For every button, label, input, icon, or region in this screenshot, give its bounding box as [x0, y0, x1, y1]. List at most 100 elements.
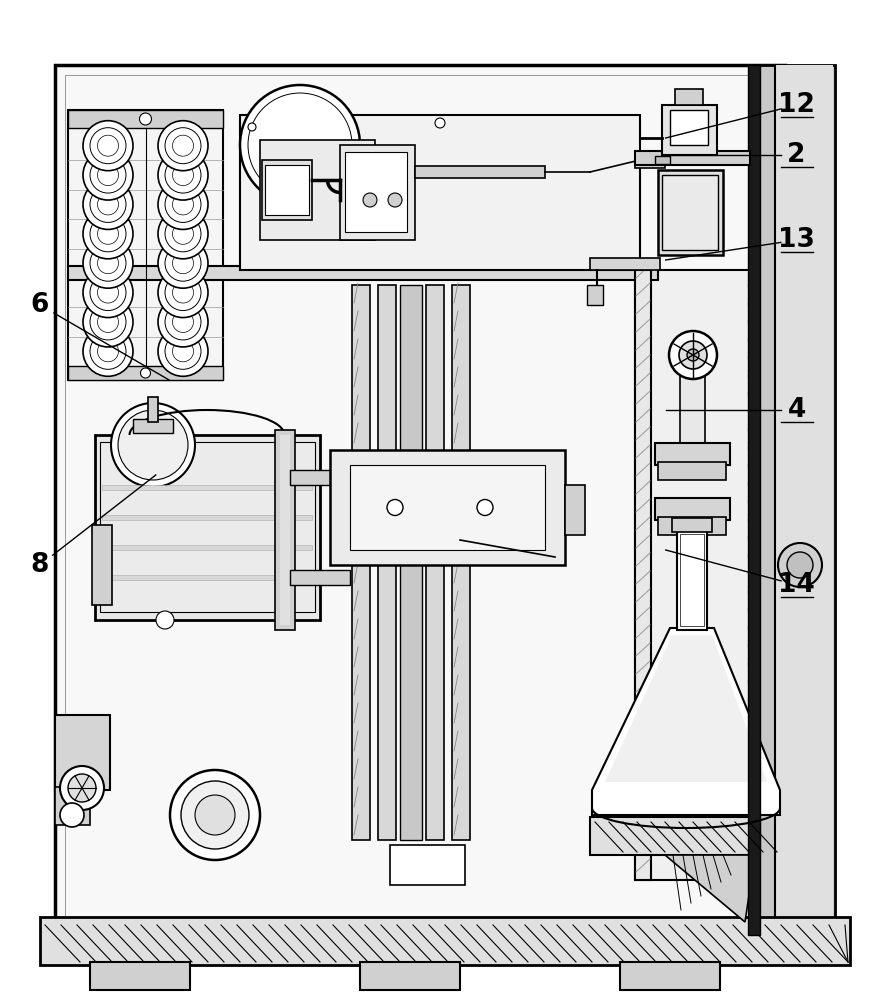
Bar [102, 485, 312, 490]
Bar [65, 75, 775, 925]
Bar [148, 397, 158, 422]
Bar [655, 443, 730, 465]
Bar [330, 450, 565, 565]
Bar [352, 285, 370, 840]
Bar [68, 110, 223, 128]
Circle shape [158, 209, 208, 259]
Circle shape [83, 238, 133, 288]
Bar [345, 152, 407, 232]
Bar [68, 366, 223, 380]
Bar [670, 110, 708, 145]
Text: 4: 4 [788, 397, 805, 423]
Bar [378, 285, 396, 840]
Bar [280, 435, 290, 625]
Polygon shape [605, 635, 767, 782]
Circle shape [83, 150, 133, 200]
Bar [95, 435, 320, 620]
Bar [672, 518, 712, 532]
Bar [400, 285, 422, 840]
Bar [102, 515, 312, 520]
Bar [655, 498, 730, 520]
Polygon shape [665, 855, 755, 922]
Bar [590, 258, 660, 270]
Bar [565, 485, 585, 535]
Circle shape [158, 150, 208, 200]
Bar [587, 285, 603, 305]
Bar [102, 545, 312, 550]
Bar [680, 534, 704, 626]
Bar [68, 110, 223, 380]
Text: 14: 14 [778, 572, 815, 598]
Circle shape [248, 123, 256, 131]
Circle shape [158, 326, 208, 376]
Circle shape [435, 118, 445, 128]
Circle shape [68, 774, 96, 802]
Bar [133, 419, 173, 433]
Bar [680, 357, 705, 445]
Bar [677, 530, 707, 630]
Text: 6: 6 [31, 292, 49, 318]
Circle shape [83, 297, 133, 347]
Circle shape [195, 795, 235, 835]
Bar [658, 170, 723, 255]
Circle shape [388, 193, 402, 207]
Circle shape [83, 179, 133, 229]
Text: 2: 2 [788, 142, 805, 168]
Bar [635, 151, 750, 165]
Circle shape [787, 552, 813, 578]
Bar [635, 270, 750, 880]
Bar [100, 442, 315, 612]
Bar [360, 962, 460, 990]
Circle shape [111, 403, 195, 487]
Circle shape [477, 499, 493, 516]
Circle shape [60, 766, 104, 810]
Bar [590, 817, 760, 855]
Bar [658, 462, 726, 480]
Bar [55, 715, 110, 790]
Circle shape [118, 410, 188, 480]
Bar [68, 266, 658, 280]
Circle shape [83, 121, 133, 171]
Bar [658, 517, 726, 535]
Circle shape [158, 297, 208, 347]
Bar [90, 962, 190, 990]
Bar [240, 115, 640, 270]
Bar [635, 270, 651, 880]
Bar [40, 917, 850, 965]
Bar [675, 89, 703, 105]
Circle shape [156, 611, 174, 629]
Bar [662, 175, 718, 250]
Bar [662, 105, 717, 155]
Bar [260, 140, 375, 240]
Bar [92, 525, 112, 605]
Circle shape [170, 770, 260, 860]
Circle shape [669, 331, 717, 379]
Bar [290, 470, 350, 485]
Circle shape [141, 368, 150, 378]
Circle shape [181, 781, 249, 849]
Polygon shape [592, 628, 780, 815]
Circle shape [687, 349, 699, 361]
Text: 13: 13 [778, 227, 815, 253]
Circle shape [158, 179, 208, 229]
Circle shape [83, 326, 133, 376]
Bar [755, 65, 835, 935]
Circle shape [679, 341, 707, 369]
Bar [55, 787, 90, 825]
Bar [635, 152, 665, 168]
Circle shape [140, 113, 151, 125]
Circle shape [83, 268, 133, 318]
Circle shape [60, 803, 84, 827]
Bar [748, 65, 760, 935]
Bar [775, 65, 833, 935]
Circle shape [83, 209, 133, 259]
Bar [290, 570, 350, 585]
Circle shape [158, 268, 208, 318]
Bar [102, 575, 312, 580]
Circle shape [158, 121, 208, 171]
Bar [350, 465, 545, 550]
Bar [426, 285, 444, 840]
Bar [390, 845, 465, 885]
Bar [655, 156, 670, 164]
Bar [415, 166, 545, 178]
